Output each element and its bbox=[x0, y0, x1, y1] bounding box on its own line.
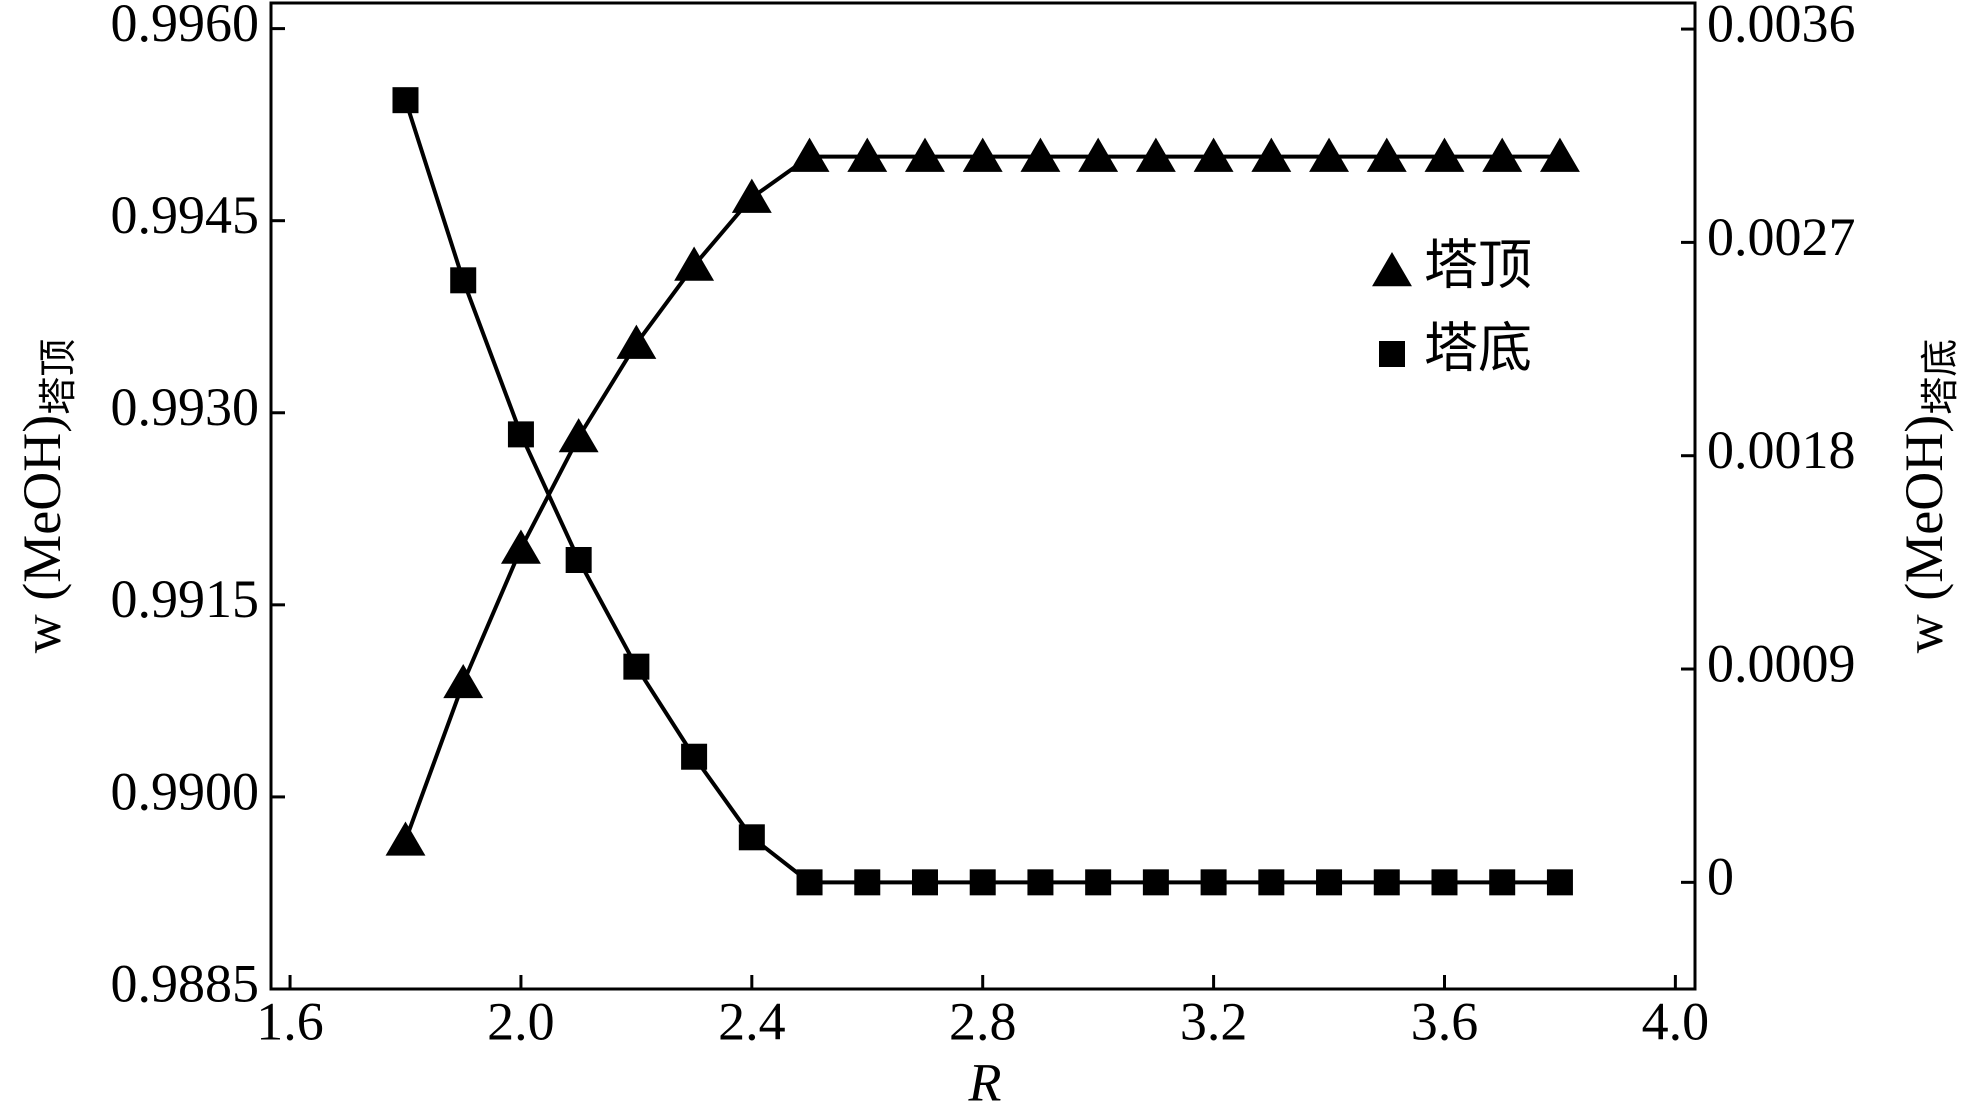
data-point bbox=[796, 869, 823, 896]
x-axis-label: R bbox=[968, 1052, 1002, 1112]
series-line bbox=[403, 99, 1560, 885]
data-point bbox=[1200, 869, 1227, 896]
x-tick-label: 3.6 bbox=[1411, 991, 1479, 1051]
data-point bbox=[1142, 869, 1169, 896]
data-point bbox=[905, 137, 945, 172]
y-axis-label: w (MeOH)塔顶 bbox=[12, 339, 79, 653]
data-point bbox=[1085, 869, 1112, 896]
data-point bbox=[1020, 137, 1061, 172]
y-tick-label: 0.9960 bbox=[111, 0, 260, 53]
data-point bbox=[1373, 869, 1400, 896]
y2-tick-label: 0.0036 bbox=[1707, 0, 1856, 53]
data-point bbox=[1135, 137, 1176, 172]
data-point bbox=[681, 743, 708, 770]
data-point bbox=[1366, 137, 1407, 172]
data-point bbox=[1251, 137, 1292, 172]
y2-axis-label-sub: 塔底 bbox=[1920, 339, 1962, 415]
data-point bbox=[1078, 137, 1119, 172]
data-point bbox=[789, 137, 830, 172]
data-point bbox=[847, 137, 888, 172]
data-point bbox=[443, 663, 484, 699]
data-point bbox=[500, 529, 541, 564]
data-point bbox=[450, 267, 477, 294]
data-point bbox=[1309, 137, 1349, 172]
y2-tick-label: 0.0027 bbox=[1707, 207, 1856, 267]
data-point bbox=[674, 246, 715, 281]
data-point bbox=[962, 137, 1003, 172]
y-axis-label-main: w (MeOH) bbox=[12, 415, 72, 653]
data-point bbox=[1193, 137, 1234, 172]
data-point bbox=[1482, 137, 1523, 172]
y-tick-label: 0.9885 bbox=[111, 953, 260, 1013]
data-point bbox=[911, 869, 938, 896]
data-point bbox=[731, 178, 772, 213]
y-tick-label: 0.9915 bbox=[111, 569, 260, 629]
y2-tick-label: 0.0009 bbox=[1707, 633, 1856, 693]
data-point bbox=[1258, 869, 1285, 896]
y2-axis-label-main: w (MeOH) bbox=[1894, 415, 1954, 653]
y2-axis-label: w (MeOH)塔底 bbox=[1894, 339, 1961, 653]
data-point bbox=[392, 87, 419, 114]
data-point bbox=[969, 869, 996, 896]
y-tick-label: 0.9945 bbox=[111, 185, 260, 245]
legend-marker bbox=[1379, 341, 1405, 367]
data-point bbox=[385, 821, 426, 856]
y-axis-label-sub: 塔顶 bbox=[38, 339, 80, 415]
legend-label: 塔底 bbox=[1424, 318, 1532, 378]
data-point bbox=[616, 324, 657, 359]
x-tick-label: 3.2 bbox=[1180, 991, 1248, 1051]
x-tick-label: 2.4 bbox=[718, 991, 786, 1051]
data-point bbox=[1489, 869, 1516, 896]
legend-marker bbox=[1372, 252, 1412, 287]
data-point bbox=[854, 869, 881, 896]
x-tick-label: 2.0 bbox=[487, 991, 555, 1051]
x-tick-label: 1.6 bbox=[256, 991, 324, 1051]
y-tick-label: 0.9930 bbox=[111, 377, 260, 437]
y-tick-label: 0.9900 bbox=[111, 761, 260, 821]
data-point bbox=[565, 546, 592, 573]
data-point bbox=[558, 418, 599, 453]
y2-tick-label: 0.0018 bbox=[1707, 420, 1856, 480]
x-tick-label: 2.8 bbox=[949, 991, 1017, 1051]
y2-tick-label: 0 bbox=[1707, 847, 1734, 907]
data-point bbox=[1027, 869, 1054, 896]
x-tick-label: 4.0 bbox=[1642, 991, 1710, 1051]
data-point bbox=[1539, 137, 1580, 172]
legend-label: 塔顶 bbox=[1424, 235, 1532, 295]
data-point bbox=[738, 824, 765, 851]
data-point bbox=[1316, 869, 1343, 896]
data-point bbox=[1424, 137, 1465, 172]
data-point bbox=[623, 653, 650, 680]
data-point bbox=[507, 421, 534, 448]
data-point bbox=[1431, 869, 1458, 896]
data-point bbox=[1546, 869, 1573, 896]
series-line bbox=[403, 154, 1560, 842]
